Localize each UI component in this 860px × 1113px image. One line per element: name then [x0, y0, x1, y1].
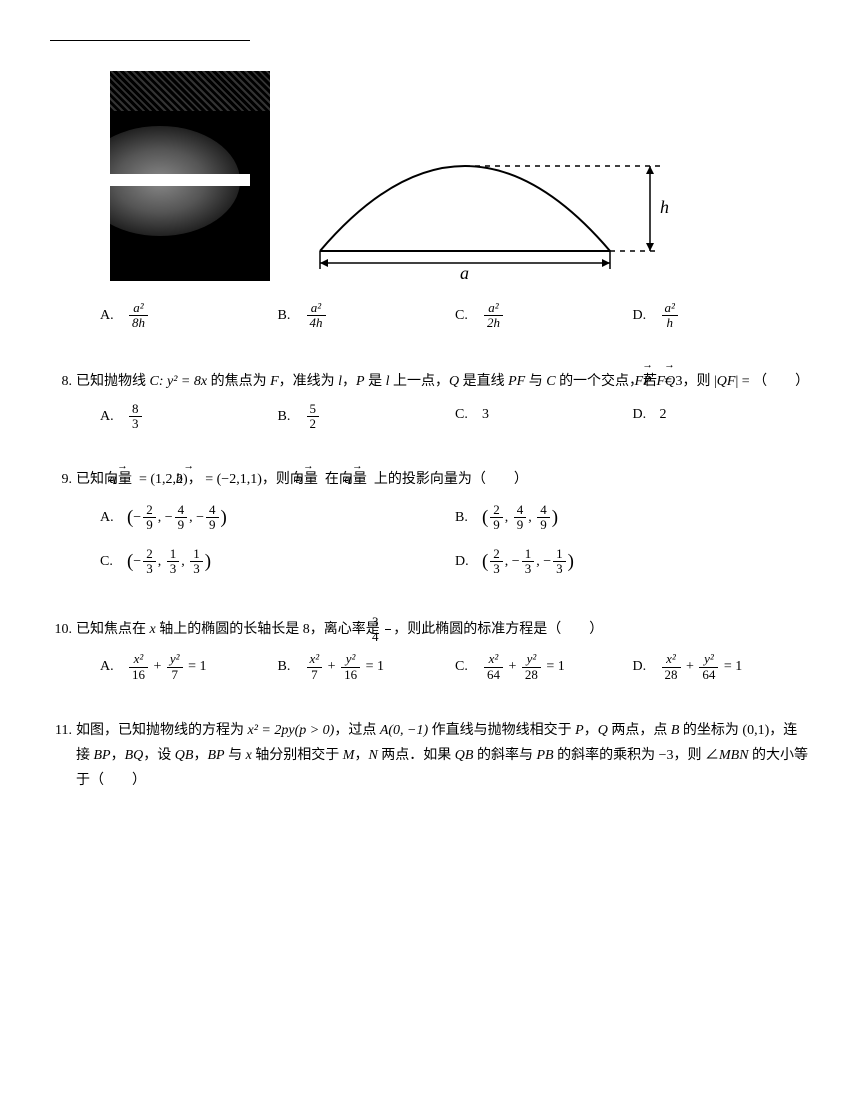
- label-a: a: [460, 263, 469, 281]
- question-10: 10.已知焦点在 x 轴上的椭圆的长轴长是 8，离心率是 34，则此椭圆的标准方…: [50, 615, 810, 682]
- q8-opt-D: D. 2: [633, 402, 811, 432]
- label-h: h: [660, 197, 669, 217]
- figure-row: h a: [110, 71, 810, 281]
- page-top-rule: [50, 40, 250, 41]
- q7-opt-A: A. a²8h: [100, 301, 278, 331]
- q8-num: 8.: [50, 369, 72, 394]
- q10-opt-B: B. x²7 + y²16 = 1: [278, 652, 456, 682]
- q9-opt-B: B. (29, 49, 49): [455, 501, 810, 535]
- q10-opt-C: C. x²64 + y²28 = 1: [455, 652, 633, 682]
- arch-diagram: h a: [300, 101, 680, 281]
- q11-num: 11.: [50, 718, 72, 743]
- q8-opt-C: C. 3: [455, 402, 633, 432]
- question-9: 9.已知向量 a = (1,2,2)，b = (−2,1,1)，则向量 b 在向…: [50, 467, 810, 578]
- q10-num: 10.: [50, 617, 72, 642]
- q9-num: 9.: [50, 467, 72, 492]
- q9-opt-C: C. (−23, 13, 13): [100, 545, 455, 579]
- question-11: 11.如图，已知抛物线的方程为 x² = 2py(p > 0)，过点 A(0, …: [50, 718, 810, 794]
- q8-opt-A: A. 83: [100, 402, 278, 432]
- q7-opt-B: B. a²4h: [278, 301, 456, 331]
- question-8: 8.已知抛物线 C: y² = 8x 的焦点为 F，准线为 l，P 是 l 上一…: [50, 367, 810, 432]
- photo-image: [110, 71, 270, 281]
- q10-opt-A: A. x²16 + y²7 = 1: [100, 652, 278, 682]
- q10-opt-D: D. x²28 + y²64 = 1: [633, 652, 811, 682]
- q7-opt-D: D. a²h: [633, 301, 811, 331]
- q8-opt-B: B. 52: [278, 402, 456, 432]
- q9-opt-A: A. (−29, −49, −49): [100, 501, 455, 535]
- question-7-options: A. a²8h B. a²4h C. a²2h D. a²h: [50, 301, 810, 331]
- q9-opt-D: D. (23, −13, −13): [455, 545, 810, 579]
- q7-opt-C: C. a²2h: [455, 301, 633, 331]
